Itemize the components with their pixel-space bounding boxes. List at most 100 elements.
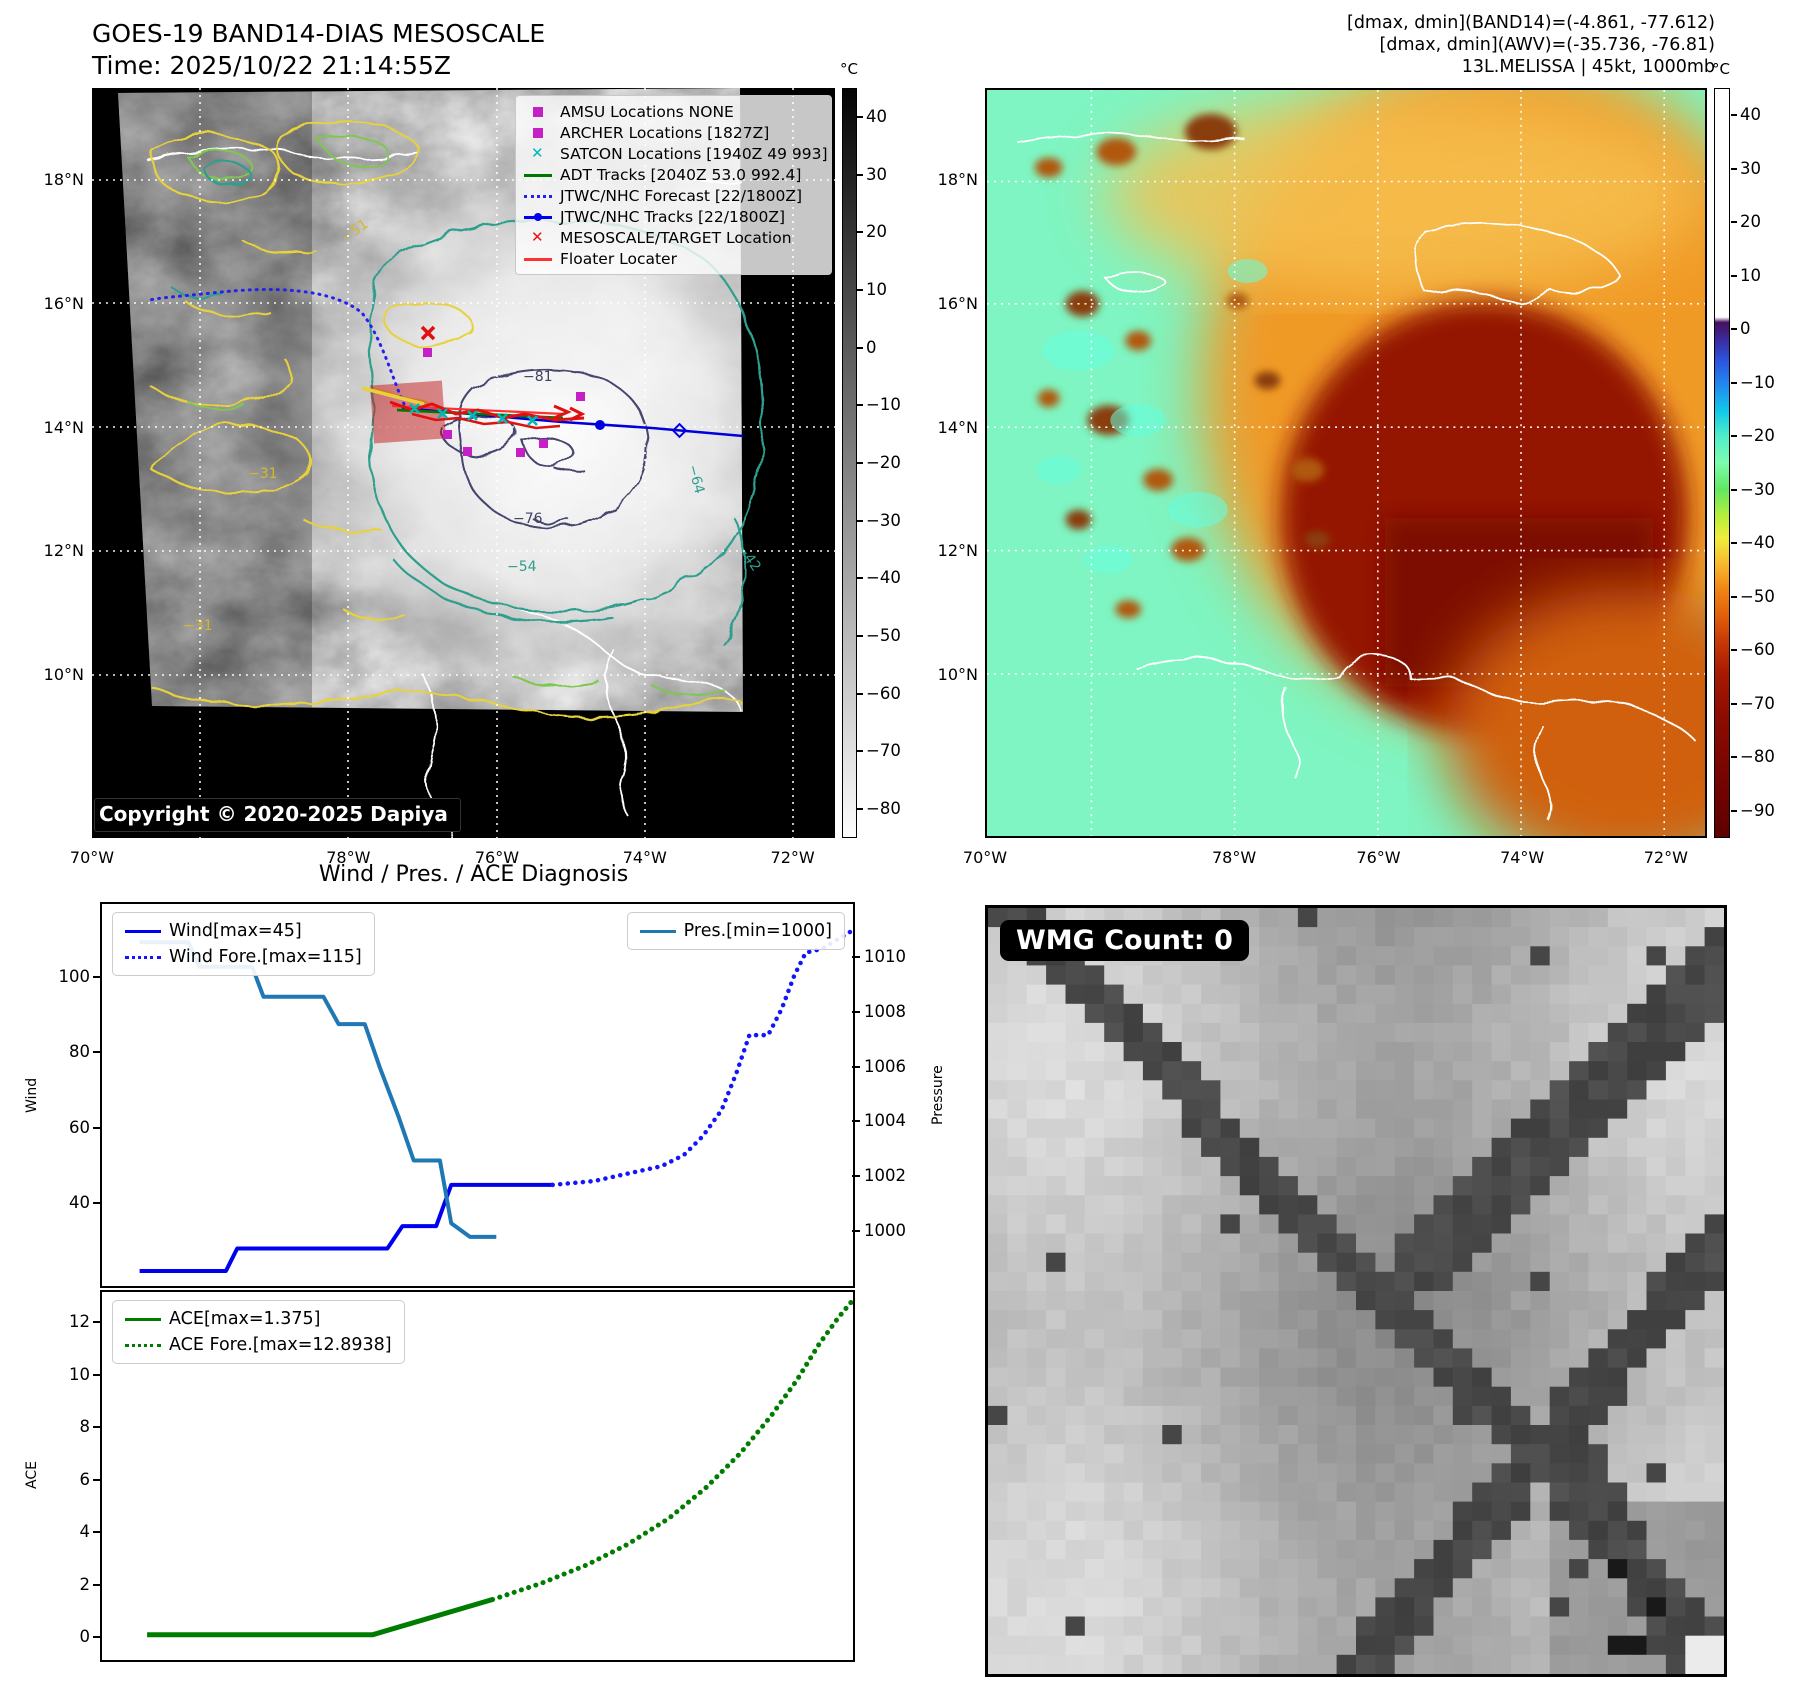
lon-tick-label: 78°W (1211, 848, 1257, 867)
map-legend-item: JTWC/NHC Forecast [22/1800Z] (522, 185, 825, 206)
awv-lon-axis: 78°W 76°W 74°W 72°W 70°W (963, 842, 1707, 867)
ace-axis-label: ACE (24, 1461, 40, 1489)
legend-label: Wind Fore.[max=115] (169, 947, 362, 967)
wmg-count-badge: WMG Count: 0 (1000, 920, 1249, 961)
mesoscale-target-x-icon (420, 325, 436, 341)
legend-marker-icon (125, 950, 161, 964)
legend-label: ADT Tracks [2040Z 53.0 992.4] (560, 165, 802, 184)
wind-axis-label: Wind (24, 1077, 40, 1113)
awv-coastlines (1016, 132, 1698, 821)
chart-legend-item: Wind[max=45] (123, 918, 364, 944)
awv-header-line: [dmax, dmin](BAND14)=(-4.861, -77.612) (1347, 13, 1715, 33)
legend-marker-icon (524, 126, 552, 140)
legend-label: ACE[max=1.375] (169, 1309, 321, 1329)
band14-satellite-map: −51 −31 −31 −81 −76 −64 −54 −42 (92, 88, 835, 838)
satcon-location-markers (409, 403, 538, 426)
awv-header-line: 13L.MELISSA | 45kt, 1000mb (1461, 57, 1715, 77)
svg-text:−31: −31 (248, 466, 278, 482)
track-point-marker (595, 420, 605, 430)
convective-cells (1034, 113, 1331, 619)
legend-marker-icon (524, 231, 552, 245)
wmg-pixel-panel: WMG Count: 0 (985, 905, 1727, 1677)
legend-marker-icon (125, 924, 161, 938)
band14-time: Time: 2025/10/22 21:14:55Z (92, 51, 451, 80)
lon-tick-label: 76°W (474, 848, 520, 867)
legend-label: MESOSCALE/TARGET Location (560, 228, 792, 247)
legend-marker-icon (524, 168, 552, 182)
legend-label: ARCHER Locations [1827Z] (560, 123, 770, 142)
charts-title: Wind / Pres. / ACE Diagnosis (318, 862, 629, 887)
pressure-axis-label: Pressure (930, 1065, 946, 1125)
red-track-scribble (389, 400, 585, 422)
map-legend-item: Floater Locater (522, 248, 825, 269)
jtwc-forecast-line (148, 288, 406, 406)
floater-yellow-segment (361, 386, 425, 406)
legend-label: AMSU Locations NONE (560, 102, 734, 121)
ace-y-axis: 12 10 8 6 4 2 0 (69, 1312, 101, 1646)
lon-tick-label: 70°W (69, 848, 115, 867)
band14-colorbar-ticks: 40 30 20 10 0 −10 −20 −30 −40 −50 −60 −70 −80 (857, 107, 901, 818)
ace-plot (147, 1297, 853, 1638)
legend-marker-icon (524, 105, 552, 119)
band14-lon-axis: 78°W 76°W 74°W 72°W 70°W (70, 842, 835, 867)
pressure-y-axis: 1010 1008 1006 1004 1002 1000 (852, 947, 906, 1240)
awv-satellite-map (985, 88, 1707, 838)
band14-colorbar (842, 88, 857, 838)
ace-chart: ACE[max=1.375] ACE Fore.[max=12.8938] (100, 1290, 855, 1662)
chart-legend-item: Wind Fore.[max=115] (123, 944, 364, 970)
band14-title-block: GOES-19 BAND14-DIAS MESOSCALE Time: 2025… (92, 18, 545, 82)
track-diamond-marker (671, 422, 688, 439)
awv-colorbar (1714, 88, 1730, 838)
chart-legend-item: ACE[max=1.375] (123, 1306, 394, 1332)
map-legend-item: JTWC/NHC Tracks [22/1800Z] (522, 206, 825, 227)
red-arrowheads (553, 404, 586, 422)
chart-legend-item: Pres.[min=1000] (638, 918, 834, 944)
svg-text:−76: −76 (513, 511, 543, 527)
awv-map-canvas (987, 90, 1705, 836)
map-legend-item: ADT Tracks [2040Z 53.0 992.4] (522, 164, 825, 185)
svg-text:−54: −54 (507, 559, 537, 575)
latlon-grid (92, 88, 835, 838)
wmg-pixel-grid (988, 908, 1724, 1674)
awv-colorbar-unit: °C (1712, 60, 1730, 78)
awv-grid (987, 90, 1705, 836)
map-legend-item: ARCHER Locations [1827Z] (522, 122, 825, 143)
legend-label: Floater Locater (560, 249, 677, 268)
awv-imagery (1034, 90, 1705, 836)
wind-pressure-chart: Wind[max=45] Wind Fore.[max=115] Pres.[m… (100, 902, 855, 1288)
wind-y-axis: 100 80 60 40 (58, 967, 101, 1212)
legend-marker-icon (524, 147, 552, 161)
lon-tick-label: 72°W (1643, 848, 1688, 867)
ace-legend: ACE[max=1.375] ACE Fore.[max=12.8938] (112, 1300, 405, 1364)
legend-label: ACE Fore.[max=12.8938] (169, 1335, 392, 1355)
map-legend-item: MESOSCALE/TARGET Location (522, 227, 825, 248)
storm-track-overlay (148, 288, 744, 457)
legend-marker-icon (125, 1312, 161, 1326)
copyright-watermark: Copyright © 2020-2025 Dapiya (94, 798, 461, 832)
band14-colorbar-unit: °C (840, 60, 858, 78)
legend-label: JTWC/NHC Tracks [22/1800Z] (560, 207, 786, 226)
lon-tick-label: 74°W (1500, 848, 1545, 867)
awv-lat-axis: 18°N 16°N 14°N 12°N 10°N (937, 170, 978, 684)
svg-text:−31: −31 (183, 618, 213, 634)
lon-tick-label: 76°W (1356, 848, 1401, 867)
lon-tick-label: 78°W (326, 848, 371, 867)
archer-location-markers (423, 348, 585, 457)
svg-text:−81: −81 (523, 369, 553, 385)
cold-patches (1036, 259, 1268, 574)
band14-title: GOES-19 BAND14-DIAS MESOSCALE (92, 19, 546, 48)
lon-tick-label: 72°W (770, 848, 815, 867)
band14-lat-axis: 18°N 16°N 14°N 12°N 10°N (43, 170, 84, 684)
legend-marker-icon (639, 924, 676, 938)
svg-text:−64: −64 (684, 463, 707, 496)
map-legend: AMSU Locations NONE ARCHER Locations [18… (515, 95, 832, 275)
legend-label: JTWC/NHC Forecast [22/1800Z] (560, 186, 803, 205)
legend-marker-icon (524, 252, 552, 266)
map-legend-item: AMSU Locations NONE (522, 101, 825, 122)
red-track-scribble2 (411, 412, 561, 430)
legend-label: Wind[max=45] (169, 921, 302, 941)
legend-marker-icon (524, 210, 552, 224)
lon-tick-label: 74°W (622, 848, 667, 867)
legend-label: SATCON Locations [1940Z 49 993] (560, 144, 828, 163)
